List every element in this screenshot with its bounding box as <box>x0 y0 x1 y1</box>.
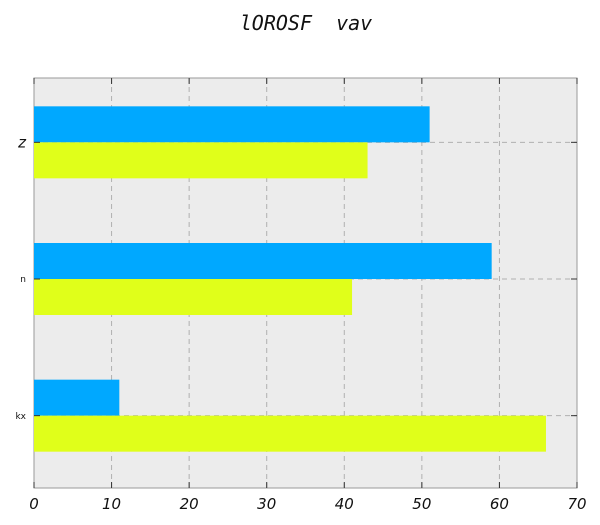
y-tick-label: n <box>20 275 26 285</box>
x-tick-label: 70 <box>567 495 586 513</box>
x-tick-label: 30 <box>257 495 276 513</box>
x-axis-ticks: 0 10 20 30 40 50 60 70 <box>29 78 587 513</box>
bar-series2-z <box>34 142 368 179</box>
bar-series2-kx <box>34 415 546 452</box>
y-tick-label: z <box>17 134 27 152</box>
x-tick-label: 0 <box>29 495 39 513</box>
x-tick-label: 10 <box>102 495 121 513</box>
bar-series2-n <box>34 279 353 315</box>
x-tick-label: 50 <box>412 495 431 513</box>
y-axis-ticks: z n kx <box>15 134 577 422</box>
x-tick-label: 20 <box>180 495 199 513</box>
x-tick-label: 60 <box>490 495 509 513</box>
bar-series1-n <box>34 243 492 279</box>
bars <box>34 106 546 452</box>
bar-series1-kx <box>34 379 120 416</box>
bar-series1-z <box>34 106 430 143</box>
x-tick-label: 40 <box>335 495 354 513</box>
chart-title: lOROSF vav <box>240 11 372 35</box>
y-tick-label: kx <box>15 412 26 422</box>
